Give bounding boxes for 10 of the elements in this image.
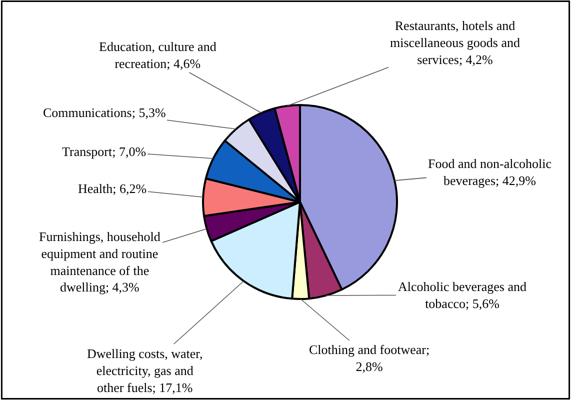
slice-label: Food and non-alcoholic beverages; 42,9% — [428, 156, 552, 188]
slice-label: Restaurants, hotels and miscellaneous goods and services; 4,2% — [390, 18, 520, 67]
slice-label: Health; 6,2% — [78, 181, 147, 196]
slice-label: Education, culture and recreation; 4,6% — [99, 39, 217, 71]
slice-label: Alcoholic beverages and tobacco; 5,6% — [398, 279, 527, 311]
slice-label: Furnishings, household equipment and routine maintenance of the dwelling; 4,3% — [39, 229, 161, 295]
slice-label: Transport; 7,0% — [62, 144, 146, 159]
slice-label: Communications; 5,3% — [43, 105, 166, 120]
slice-label: Dwelling costs, water, electricity, gas and other fuels; 17,1% — [87, 346, 203, 395]
slice-label: Clothing and footwear; 2,8% — [309, 342, 430, 374]
